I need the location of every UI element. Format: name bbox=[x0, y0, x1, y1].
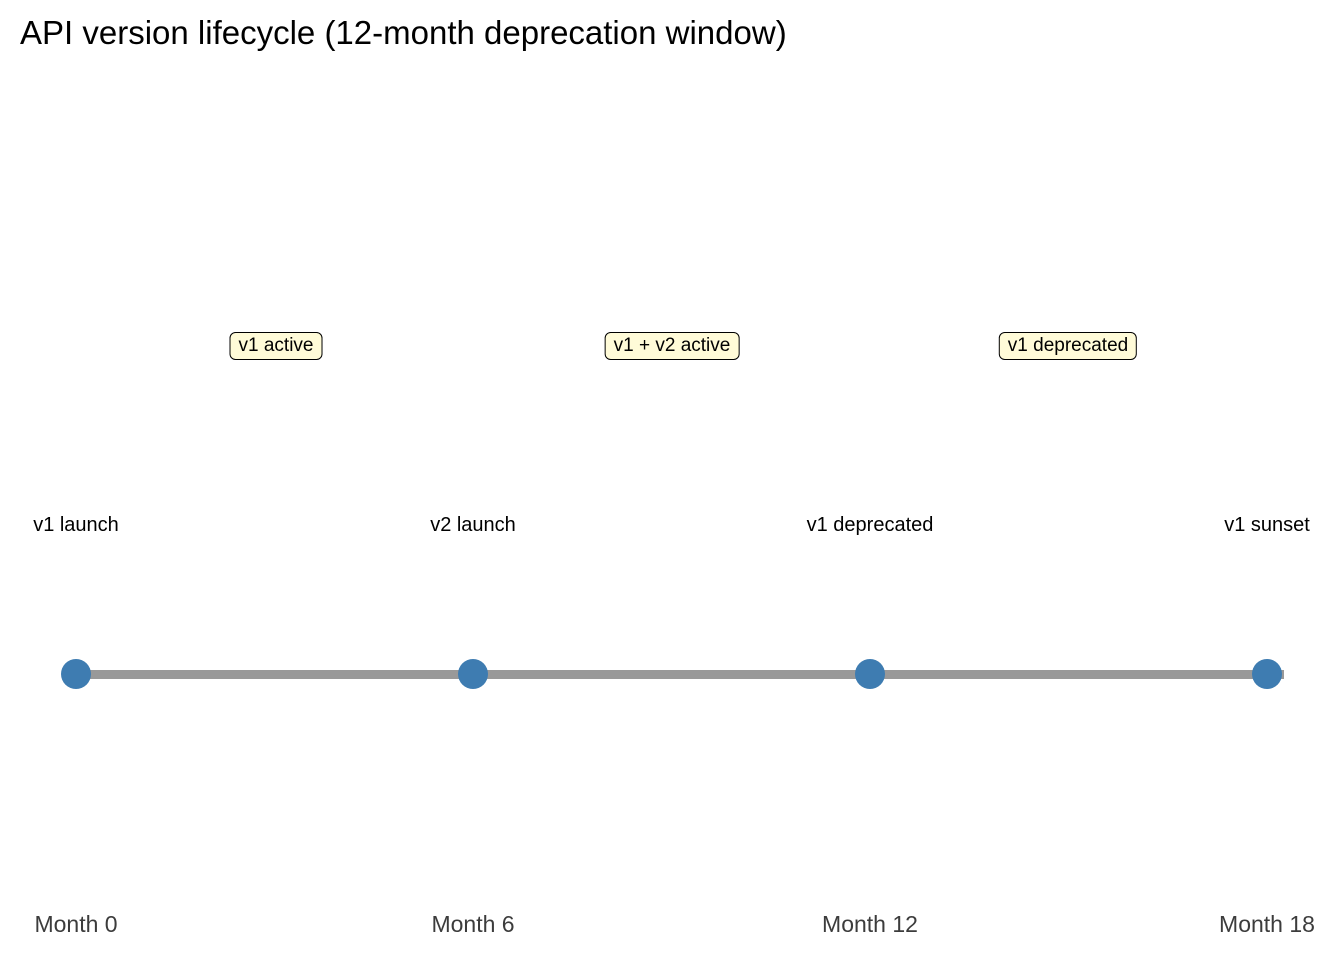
phase-badge-v1-v2-active: v1 + v2 active bbox=[604, 332, 740, 360]
figure-title: API version lifecycle (12-month deprecat… bbox=[20, 14, 787, 51]
event-label-v1-launch: v1 launch bbox=[33, 514, 119, 536]
timeline-marker-month-0 bbox=[61, 659, 91, 689]
axis-tick-month-12: Month 12 bbox=[822, 911, 918, 937]
event-label-v2-launch: v2 launch bbox=[430, 514, 516, 536]
timeline-marker-month-6 bbox=[458, 659, 488, 689]
phase-badge-v1-active: v1 active bbox=[229, 332, 323, 360]
event-label-v1-deprecated: v1 deprecated bbox=[806, 514, 934, 536]
timeline-marker-month-12 bbox=[855, 659, 885, 689]
axis-tick-month-18: Month 18 bbox=[1219, 911, 1315, 937]
timeline-marker-month-18 bbox=[1252, 659, 1282, 689]
phase-badge-v1-deprecated: v1 deprecated bbox=[998, 332, 1138, 360]
axis-tick-month-0: Month 0 bbox=[34, 911, 118, 937]
event-label-v1-sunset: v1 sunset bbox=[1224, 514, 1310, 536]
timeline-line bbox=[62, 670, 1284, 679]
axis-tick-month-6: Month 6 bbox=[431, 911, 515, 937]
